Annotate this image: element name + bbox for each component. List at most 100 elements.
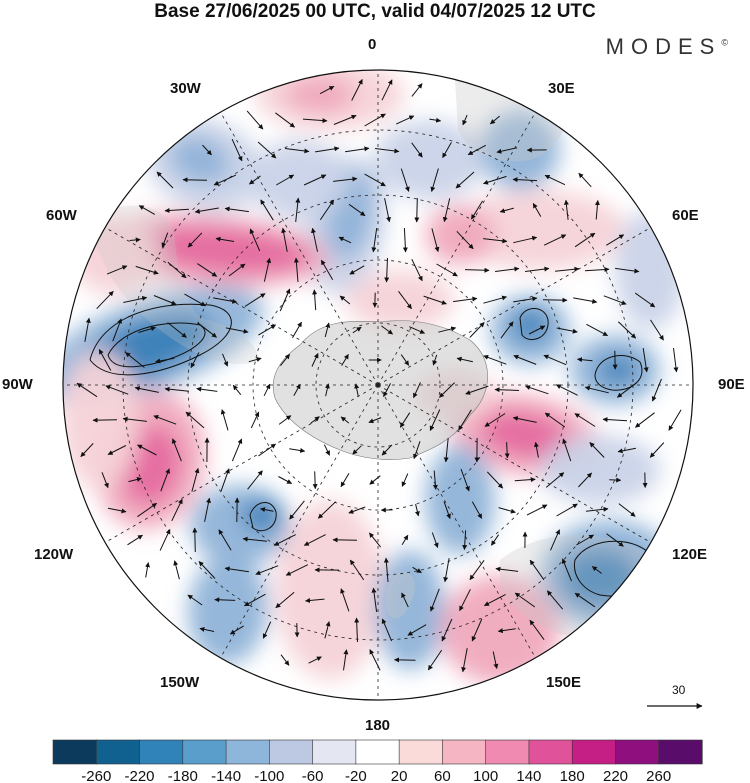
wind-arrow — [276, 174, 295, 186]
wind-vectors — [76, 79, 682, 673]
wind-arrow — [486, 471, 504, 489]
wind-arrow — [384, 257, 390, 283]
wind-arrow — [280, 353, 290, 367]
wind-arrow — [278, 476, 293, 484]
wind-arrow — [184, 293, 206, 307]
wind-arrow — [161, 232, 169, 248]
wind-arrow — [381, 325, 394, 335]
wind-arrow — [461, 648, 468, 673]
wind-arrow — [484, 413, 506, 427]
wind-arrow — [134, 386, 159, 393]
wind-arrow — [456, 356, 474, 363]
colorbar-tick-label: -20 — [345, 768, 367, 783]
wind-arrow — [340, 473, 350, 488]
wind-arrow — [464, 267, 490, 273]
wind-arrow — [167, 261, 187, 279]
wind-arrow — [400, 168, 410, 192]
wind-arrow — [340, 416, 350, 424]
wind-arrow — [364, 173, 386, 187]
wind-arrow — [459, 589, 471, 612]
wind-arrow — [525, 385, 549, 395]
wind-arrow — [490, 115, 500, 125]
wind-arrow — [529, 559, 545, 581]
wind-arrow — [651, 378, 662, 402]
wind-arrow — [589, 442, 605, 458]
wind-arrow — [310, 416, 320, 424]
wind-arrow — [427, 649, 443, 671]
wind-arrow — [319, 85, 335, 95]
wind-arrow — [634, 292, 656, 308]
wind-arrow — [319, 199, 335, 221]
colorbar-segment — [95, 739, 141, 765]
wind-arrow — [125, 352, 145, 368]
wind-arrow — [371, 228, 378, 253]
wind-arrow — [308, 656, 322, 664]
colorbar-tick-label: 260 — [646, 768, 671, 783]
colorbar-segment — [139, 739, 184, 765]
wind-arrow — [411, 83, 423, 97]
wind-arrow — [196, 386, 218, 392]
wind-arrow — [606, 533, 624, 547]
wind-arrow — [443, 558, 450, 583]
wind-arrow — [438, 326, 457, 333]
wind-arrow — [202, 144, 212, 156]
contour-line — [519, 308, 549, 340]
wind-arrow — [483, 238, 508, 244]
wind-arrow — [555, 384, 578, 396]
wind-arrow — [232, 384, 242, 396]
wind-arrow — [285, 148, 310, 154]
wind-arrow — [96, 290, 114, 310]
wind-arrow — [469, 560, 485, 581]
wind-arrow — [401, 534, 409, 546]
contour-line — [89, 303, 232, 376]
wind-arrow — [500, 321, 514, 339]
lon-label-30w: 30W — [170, 80, 201, 97]
wind-arrow — [352, 326, 362, 334]
wind-arrow — [338, 236, 352, 244]
colorbar-segment — [355, 739, 400, 765]
wind-arrow — [412, 566, 422, 574]
lon-label-90w: 90W — [2, 376, 33, 393]
wind-arrow — [525, 266, 550, 272]
contour-line — [107, 322, 206, 368]
wind-arrow — [470, 200, 484, 220]
south-america — [90, 205, 260, 365]
wind-arrow — [345, 146, 370, 153]
wind-arrow — [244, 593, 266, 607]
wind-arrow — [213, 174, 237, 186]
wind-arrow — [303, 174, 327, 186]
wind-arrow — [258, 324, 277, 336]
wind-arrow — [160, 468, 170, 492]
wind-arrow — [563, 199, 569, 220]
colorbar-segment — [312, 739, 357, 765]
wind-arrow — [310, 227, 318, 252]
latitude-circle — [252, 259, 504, 511]
wind-arrow — [409, 326, 426, 334]
wind-arrow — [395, 115, 415, 125]
wind-arrow — [469, 322, 485, 338]
wind-arrow — [354, 383, 360, 397]
lon-label-60e: 60E — [672, 207, 699, 224]
wind-arrow — [263, 383, 271, 397]
wind-arrow — [84, 317, 91, 342]
wind-arrow — [190, 352, 200, 369]
wind-arrow — [122, 416, 147, 422]
wind-arrow — [289, 500, 305, 520]
wind-arrow — [173, 560, 180, 580]
wind-arrow — [105, 385, 129, 395]
wind-arrow — [258, 443, 277, 457]
lon-label-60w: 60W — [46, 207, 77, 224]
wind-arrow — [497, 628, 516, 634]
wind-arrow — [543, 354, 567, 366]
anomaly-blob — [285, 77, 355, 113]
wind-arrow — [462, 114, 468, 126]
wind-arrow — [471, 618, 483, 642]
lon-label-120e: 120E — [672, 546, 708, 563]
wind-arrow — [498, 507, 516, 514]
wind-arrow — [248, 175, 261, 185]
wind-arrow — [185, 411, 205, 429]
wind-arrow — [543, 234, 567, 246]
wind-arrow — [295, 197, 301, 222]
colorbar-segment — [615, 739, 660, 765]
wind-arrow — [123, 295, 148, 303]
